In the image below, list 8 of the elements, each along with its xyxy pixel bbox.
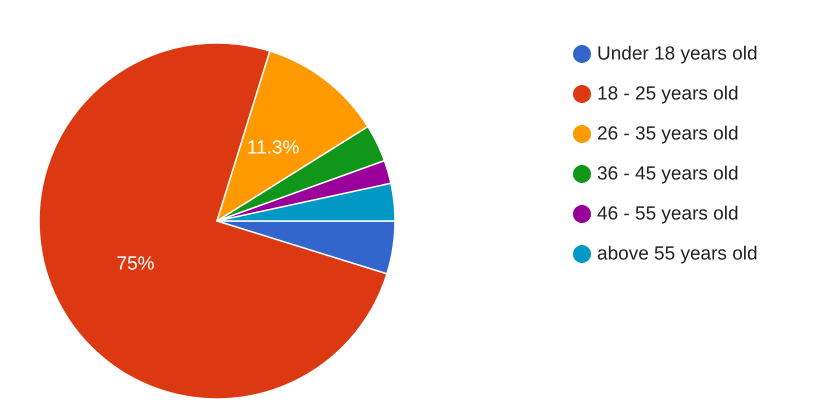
legend-label: Under 18 years old — [597, 44, 758, 64]
legend-label: 36 - 45 years old — [597, 164, 739, 184]
data-label: 11.3% — [246, 138, 300, 159]
legend-label: above 55 years old — [597, 244, 758, 264]
legend-label: 46 - 55 years old — [597, 204, 739, 224]
legend-label: 18 - 25 years old — [597, 84, 739, 104]
legend-label: 26 - 35 years old — [597, 124, 739, 144]
data-label: 75% — [116, 253, 155, 274]
